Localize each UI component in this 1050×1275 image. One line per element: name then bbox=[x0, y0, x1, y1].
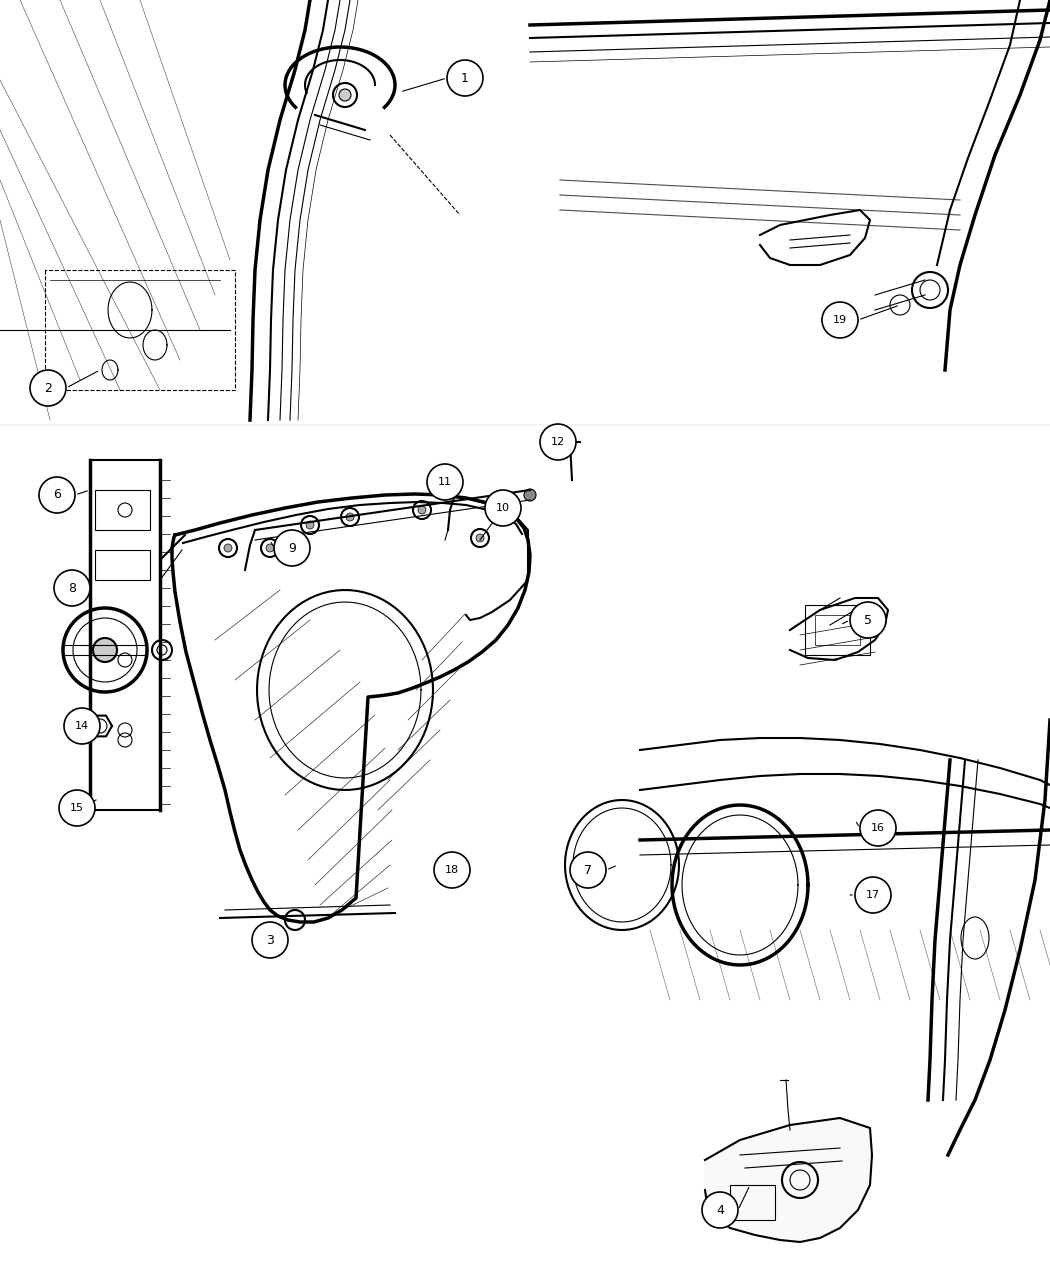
Text: 6: 6 bbox=[54, 488, 61, 501]
Text: 19: 19 bbox=[833, 315, 847, 325]
Circle shape bbox=[524, 490, 536, 501]
Circle shape bbox=[306, 521, 314, 529]
Circle shape bbox=[850, 602, 886, 638]
Circle shape bbox=[822, 302, 858, 338]
Circle shape bbox=[274, 530, 310, 566]
Circle shape bbox=[860, 810, 896, 847]
Text: 9: 9 bbox=[288, 542, 296, 555]
Bar bbox=[805, 606, 870, 655]
Text: 4: 4 bbox=[716, 1204, 723, 1216]
Circle shape bbox=[702, 1192, 738, 1228]
Circle shape bbox=[224, 544, 232, 552]
Bar bbox=[815, 615, 860, 645]
Polygon shape bbox=[705, 1118, 872, 1242]
Text: 16: 16 bbox=[872, 822, 885, 833]
Circle shape bbox=[252, 922, 288, 958]
Text: 12: 12 bbox=[551, 437, 565, 448]
Circle shape bbox=[30, 370, 66, 405]
Circle shape bbox=[418, 506, 426, 514]
Bar bbox=[94, 550, 150, 580]
Circle shape bbox=[346, 513, 354, 521]
Circle shape bbox=[855, 877, 891, 913]
Text: 18: 18 bbox=[445, 864, 459, 875]
Circle shape bbox=[266, 544, 274, 552]
Text: 1: 1 bbox=[461, 71, 469, 84]
Circle shape bbox=[427, 464, 463, 500]
Text: 5: 5 bbox=[864, 613, 872, 626]
Circle shape bbox=[540, 425, 576, 460]
Circle shape bbox=[54, 570, 90, 606]
Bar bbox=[730, 1184, 775, 1220]
Text: 3: 3 bbox=[266, 933, 274, 946]
Circle shape bbox=[39, 477, 75, 513]
Text: 8: 8 bbox=[68, 581, 76, 594]
Circle shape bbox=[570, 852, 606, 887]
Circle shape bbox=[447, 60, 483, 96]
Circle shape bbox=[434, 852, 470, 887]
Circle shape bbox=[59, 790, 94, 826]
Text: 2: 2 bbox=[44, 381, 51, 394]
Text: 10: 10 bbox=[496, 504, 510, 513]
Circle shape bbox=[476, 534, 484, 542]
Circle shape bbox=[93, 638, 117, 662]
Text: 17: 17 bbox=[866, 890, 880, 900]
Circle shape bbox=[64, 708, 100, 745]
Text: 11: 11 bbox=[438, 477, 452, 487]
Text: 15: 15 bbox=[70, 803, 84, 813]
Circle shape bbox=[485, 490, 521, 527]
Circle shape bbox=[339, 89, 351, 101]
Text: 7: 7 bbox=[584, 863, 592, 876]
Bar bbox=[94, 490, 150, 530]
Text: 14: 14 bbox=[75, 720, 89, 731]
